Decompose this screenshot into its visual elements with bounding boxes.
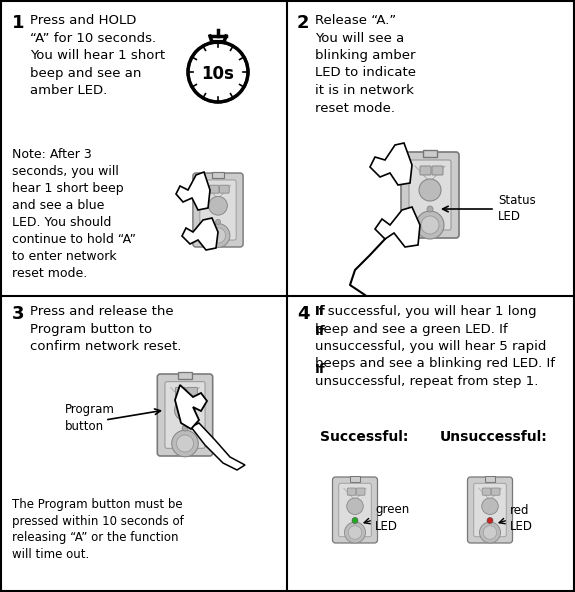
Circle shape	[347, 498, 363, 514]
Text: green
LED: green LED	[375, 504, 409, 532]
Text: Successful:: Successful:	[320, 430, 408, 444]
FancyBboxPatch shape	[209, 185, 219, 193]
Circle shape	[421, 216, 439, 234]
Text: 10s: 10s	[202, 65, 235, 83]
Polygon shape	[176, 172, 210, 210]
Circle shape	[482, 498, 499, 514]
Text: Program
button: Program button	[65, 404, 115, 433]
Circle shape	[419, 179, 441, 201]
Text: 2: 2	[297, 14, 309, 32]
FancyBboxPatch shape	[347, 488, 356, 496]
FancyBboxPatch shape	[432, 166, 443, 175]
Circle shape	[172, 430, 198, 457]
Text: Note: After 3
seconds, you will
hear 1 short beep
and see a blue
LED. You should: Note: After 3 seconds, you will hear 1 s…	[12, 148, 136, 280]
Text: If: If	[315, 325, 326, 338]
FancyBboxPatch shape	[356, 488, 365, 496]
FancyBboxPatch shape	[200, 180, 236, 240]
FancyBboxPatch shape	[467, 477, 512, 543]
Circle shape	[487, 517, 493, 523]
Circle shape	[175, 400, 196, 421]
FancyBboxPatch shape	[474, 483, 506, 537]
FancyBboxPatch shape	[158, 374, 213, 456]
FancyBboxPatch shape	[420, 166, 431, 175]
Text: 4: 4	[297, 305, 309, 323]
FancyBboxPatch shape	[491, 488, 500, 496]
Polygon shape	[370, 143, 412, 185]
Bar	[212, 172, 224, 178]
FancyBboxPatch shape	[165, 382, 205, 448]
FancyBboxPatch shape	[220, 185, 229, 193]
Polygon shape	[191, 423, 245, 470]
Text: red
LED: red LED	[510, 504, 533, 532]
Bar	[178, 372, 191, 379]
Text: 1: 1	[12, 14, 25, 32]
Text: Press and release the
Program button to
confirm network reset.: Press and release the Program button to …	[30, 305, 181, 353]
Circle shape	[177, 435, 194, 452]
Text: If successful, you will hear 1 long
beep and see a green LED. If
unsuccessful, y: If successful, you will hear 1 long beep…	[315, 305, 555, 388]
Circle shape	[188, 42, 248, 102]
Circle shape	[209, 197, 227, 215]
Text: 3: 3	[12, 305, 25, 323]
FancyBboxPatch shape	[332, 477, 378, 543]
Circle shape	[206, 224, 230, 247]
Circle shape	[427, 206, 433, 212]
Text: The Program button must be
pressed within 10 seconds of
releasing “A” or the fun: The Program button must be pressed withi…	[12, 498, 184, 561]
Polygon shape	[182, 218, 218, 250]
Circle shape	[210, 228, 225, 243]
FancyBboxPatch shape	[187, 387, 197, 396]
Bar	[485, 476, 495, 481]
Circle shape	[344, 522, 366, 543]
Polygon shape	[175, 385, 207, 429]
Polygon shape	[375, 207, 420, 247]
FancyBboxPatch shape	[193, 173, 243, 247]
Text: Unsuccessful:: Unsuccessful:	[440, 430, 548, 444]
Circle shape	[216, 220, 221, 224]
Text: Status
LED: Status LED	[498, 195, 536, 224]
Circle shape	[348, 526, 362, 539]
Circle shape	[182, 426, 188, 431]
Circle shape	[416, 211, 444, 239]
Bar	[350, 476, 361, 481]
Bar	[423, 150, 437, 157]
Text: Release “A.”
You will see a
blinking amber
LED to indicate
it is in network
rese: Release “A.” You will see a blinking amb…	[315, 14, 416, 114]
Text: If: If	[315, 363, 326, 377]
FancyBboxPatch shape	[409, 160, 451, 230]
FancyBboxPatch shape	[401, 152, 459, 238]
Circle shape	[352, 517, 358, 523]
FancyBboxPatch shape	[175, 387, 186, 396]
FancyBboxPatch shape	[482, 488, 491, 496]
Text: If: If	[315, 305, 326, 318]
Text: Press and HOLD
“A” for 10 seconds.
You will hear 1 short
beep and see an
amber L: Press and HOLD “A” for 10 seconds. You w…	[30, 14, 165, 97]
Circle shape	[483, 526, 497, 539]
Circle shape	[480, 522, 500, 543]
FancyBboxPatch shape	[339, 483, 371, 537]
